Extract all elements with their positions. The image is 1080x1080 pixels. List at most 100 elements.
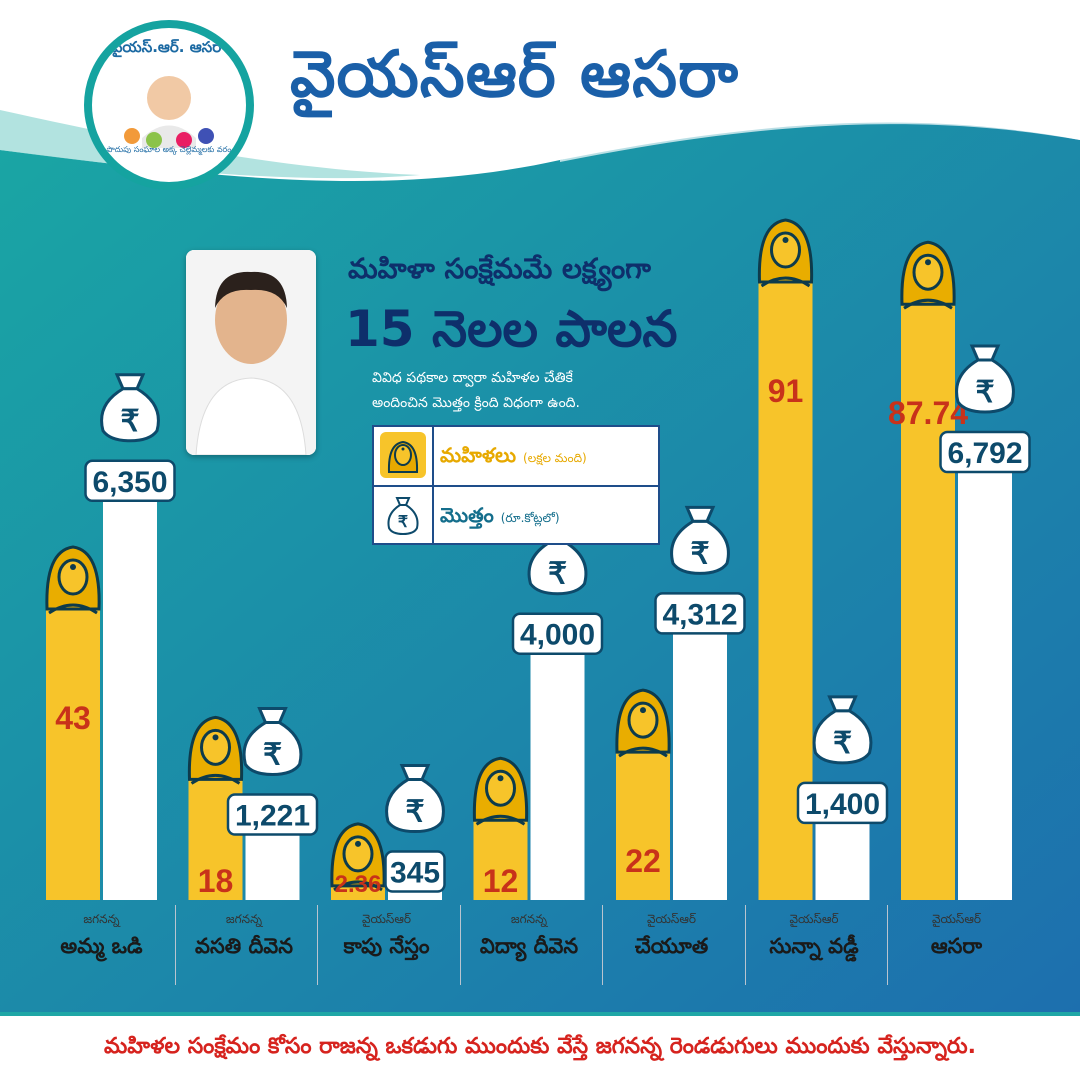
women-value-label: 43: [55, 700, 91, 736]
woman-icon-face: [57, 558, 89, 596]
money-bag-body: [527, 540, 588, 596]
money-bag-body: [100, 387, 160, 443]
description-line2: అందించిన మొత్తం క్రింది విధంగా ఉంది.: [372, 395, 581, 411]
women-value-label: 18: [198, 863, 234, 899]
description-line1: వివిధ పథకాల ద్వారా మహిళల చేతికే: [372, 370, 573, 386]
footer-text: మహిళల సంక్షేమం కోసం రాజన్న ఒకడుగు ముందుక…: [104, 1034, 976, 1059]
woman-icon-bindi: [497, 775, 504, 782]
category-name-label: విద్యా దీవెన: [479, 934, 579, 958]
legend-women-unit: (లక్షల మంది): [523, 451, 587, 465]
category-name-label: చేయూత: [634, 934, 709, 958]
legend-amount-text: మొత్తం: [440, 503, 494, 527]
money-bag-tie: [399, 764, 431, 782]
amount-value-label: 1,221: [235, 800, 310, 833]
footer-divider: [0, 1012, 1080, 1016]
legend-amount-label: మొత్తం (రూ.కోట్లలో): [440, 503, 560, 532]
legend-divider: [432, 427, 434, 485]
money-bag-body: [670, 519, 730, 575]
category-divider: [602, 905, 603, 985]
legend: మహిళలు (లక్షల మంది) ₹ మొత్తం (రూ.కోట్లలో…: [372, 425, 660, 545]
category-sub-label: జగనన్న: [225, 912, 263, 926]
woman-icon-shoulders: [903, 298, 953, 310]
amount-value-label: 6,792: [947, 437, 1022, 470]
money-bag-tie: [827, 695, 858, 713]
legend-women-label: మహిళలు (లక్షల మంది): [440, 443, 587, 472]
woman-icon: [900, 240, 956, 310]
amount-value-label: 6,350: [92, 466, 167, 499]
category-name-label: సున్నా వడ్డీ: [769, 934, 859, 958]
woman-icon-shoulders: [760, 276, 811, 288]
money-bag-tie: [684, 505, 716, 523]
rupee-symbol: ₹: [975, 376, 994, 409]
woman-icon: [472, 756, 529, 826]
woman-icon-bindi: [925, 259, 931, 266]
money-bag-tie: [969, 344, 1001, 362]
woman-icon: [330, 822, 386, 892]
amount-value-label: 1,400: [805, 788, 880, 821]
headline-line1: మహిళా సంక్షేమమే లక్ష్యంగా: [348, 252, 651, 285]
women-value-label: 2.36: [335, 871, 382, 898]
category-divider: [744, 905, 746, 985]
women-bar: [331, 883, 385, 900]
category-sub-label: జగనన్న: [83, 912, 120, 926]
amount-bar: [103, 486, 157, 900]
women-bar: [901, 302, 955, 900]
amount-value-box: [654, 592, 746, 635]
amount-value-box: [384, 850, 446, 893]
woman-icon: [380, 432, 426, 478]
rupee-symbol: ₹: [548, 558, 567, 591]
woman-icon-bindi: [782, 237, 789, 243]
category-sub-label: వైయస్ఆర్: [646, 912, 697, 926]
rupee-symbol: ₹: [690, 537, 709, 570]
money-bag-tie: [257, 707, 288, 725]
woman-icon-face: [485, 769, 516, 807]
category-divider: [317, 905, 318, 985]
category-sub-label: వైయస్ఆర్: [789, 912, 839, 926]
women-bar: [616, 750, 670, 900]
amount-bar: [530, 639, 585, 900]
women-value-label: 22: [625, 843, 661, 879]
woman-icon-bindi: [212, 734, 219, 741]
legend-amount-unit: (రూ.కోట్లలో): [500, 511, 560, 525]
woman-icon-shoulders: [618, 746, 668, 758]
headline-line2: 15 నెలల పాలన: [345, 300, 678, 358]
category-divider: [887, 905, 888, 985]
money-bag-icon: ₹: [955, 344, 1015, 414]
woman-icon: [45, 545, 101, 615]
svg-text:₹: ₹: [398, 514, 408, 531]
logo-figures-icon: [124, 76, 214, 148]
cm-photo: [186, 250, 316, 455]
rupee-symbol: ₹: [263, 739, 282, 772]
women-value-label: 12: [483, 863, 519, 899]
woman-icon-face: [342, 835, 374, 873]
category-divider: [459, 905, 461, 985]
woman-icon: [187, 715, 244, 785]
category-name-label: ఆసరా: [930, 934, 983, 958]
woman-icon-shoulders: [190, 773, 241, 785]
category-sub-label: వైయస్ఆర్: [931, 912, 982, 926]
amount-value-box: [226, 793, 319, 836]
rupee-symbol: ₹: [833, 727, 852, 760]
legend-row-amount: ₹ మొత్తం (రూ.కోట్లలో): [374, 485, 658, 545]
rupee-symbol: ₹: [405, 796, 424, 829]
money-bag-icon: ₹: [380, 492, 426, 538]
amount-value-label: 4,312: [662, 598, 737, 631]
category-name-label: అమ్మ ఒడి: [60, 934, 143, 958]
woman-icon-bindi: [355, 840, 361, 847]
amount-value-box: [939, 430, 1031, 474]
footer: మహిళల సంక్షేమం కోసం రాజన్న ఒకడుగు ముందుక…: [0, 1012, 1080, 1080]
logo: వైయస్.ఆర్. ఆసరా పొదుపు సంఘాల అక్క చెల్లె…: [84, 20, 254, 190]
women-value-label: 91: [768, 373, 804, 409]
woman-icon: [757, 218, 814, 288]
amount-value-box: [796, 781, 889, 825]
woman-icon-shoulders: [333, 880, 383, 892]
money-bag-icon: ₹: [242, 707, 303, 777]
rupee-symbol: ₹: [120, 405, 139, 438]
money-bag-icon: ₹: [670, 505, 730, 575]
amount-bar: [958, 458, 1012, 900]
amount-value-box: [84, 459, 176, 503]
category-name-label: కాపు నేస్తం: [343, 934, 430, 958]
woman-icon-shoulders: [48, 603, 98, 615]
